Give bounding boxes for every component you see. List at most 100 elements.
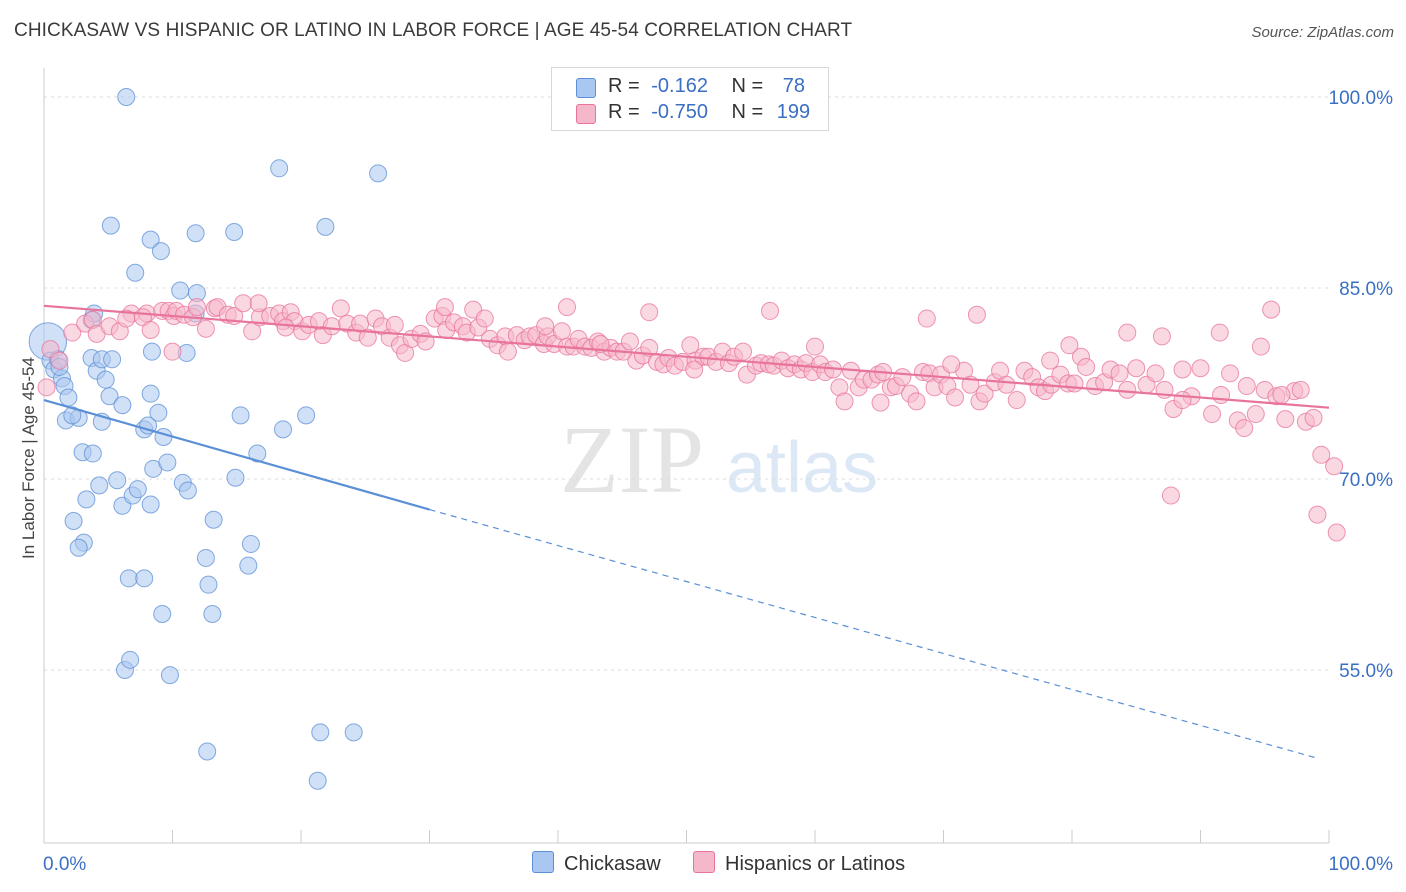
chickasaw-point bbox=[160, 666, 179, 685]
hispanic-point bbox=[1146, 364, 1165, 383]
hispanic-point bbox=[50, 351, 69, 370]
hispanic-point bbox=[640, 303, 659, 322]
legend-swatch-hispanics bbox=[693, 851, 715, 873]
chickasaw-point bbox=[239, 556, 258, 575]
legend-r-label: R = bbox=[608, 75, 640, 97]
chickasaw-point bbox=[344, 723, 363, 742]
hispanic-point bbox=[591, 335, 610, 354]
hispanic-point bbox=[1272, 385, 1291, 404]
hispanic-point bbox=[975, 384, 994, 403]
chickasaw-point bbox=[63, 406, 82, 425]
legend-item-hispanics[interactable]: Hispanics or Latinos bbox=[693, 851, 905, 876]
chickasaw-point bbox=[225, 222, 244, 241]
series-legend: Chickasaw Hispanics or Latinos bbox=[0, 851, 1406, 881]
hispanic-point bbox=[942, 355, 961, 374]
hispanic-point bbox=[385, 315, 404, 334]
legend-swatch-chickasaw bbox=[576, 78, 596, 98]
y-tick-label: 70.0% bbox=[1339, 470, 1393, 491]
legend-swatch-chickasaw bbox=[532, 851, 554, 873]
hispanic-point bbox=[1161, 486, 1180, 505]
chickasaw-point bbox=[149, 403, 168, 422]
chickasaw-point bbox=[64, 512, 83, 531]
hispanic-point bbox=[498, 342, 517, 361]
hispanic-point bbox=[1251, 337, 1270, 356]
hispanic-point bbox=[1246, 405, 1265, 424]
hispanic-point bbox=[761, 301, 780, 320]
hispanic-point bbox=[557, 298, 576, 317]
hispanic-trend-line bbox=[43, 304, 1330, 409]
hispanic-point bbox=[835, 392, 854, 411]
chickasaw-point bbox=[308, 771, 327, 790]
hispanic-point bbox=[1065, 374, 1084, 393]
hispanic-point bbox=[196, 319, 215, 338]
watermark-zip: ZIP bbox=[560, 406, 704, 513]
stats-legend: R = -0.162 N = 78 R = -0.750 N = 199 bbox=[551, 67, 829, 131]
hispanic-point bbox=[249, 294, 268, 313]
scatter-points bbox=[28, 88, 1346, 790]
chickasaw-point bbox=[203, 604, 222, 623]
legend-swatch-hispanics bbox=[576, 104, 596, 124]
legend-item-chickasaw[interactable]: Chickasaw bbox=[532, 851, 661, 876]
legend-label-hispanics: Hispanics or Latinos bbox=[725, 853, 906, 875]
chickasaw-point bbox=[83, 444, 102, 463]
chickasaw-point bbox=[69, 538, 88, 557]
y-tick-label: 85.0% bbox=[1339, 279, 1393, 300]
chickasaw-point bbox=[297, 406, 316, 425]
hispanic-point bbox=[1118, 323, 1137, 342]
chickasaw-point bbox=[151, 242, 170, 261]
y-tick-label: 100.0% bbox=[1329, 88, 1394, 109]
chickasaw-point bbox=[117, 88, 136, 106]
hispanic-point bbox=[917, 309, 936, 328]
chickasaw-point bbox=[311, 723, 330, 742]
hispanic-point bbox=[276, 318, 295, 337]
chickasaw-point bbox=[142, 342, 161, 361]
hispanic-point bbox=[907, 392, 926, 411]
chickasaw-point bbox=[96, 370, 115, 389]
chart-title: CHICKASAW VS HISPANIC OR LATINO IN LABOR… bbox=[14, 20, 853, 41]
hispanic-point bbox=[1276, 410, 1295, 429]
chickasaw-point bbox=[316, 217, 335, 236]
chickasaw-point bbox=[77, 490, 96, 509]
hispanic-point bbox=[1152, 327, 1171, 346]
chickasaw-point bbox=[369, 164, 388, 183]
hispanic-point bbox=[1041, 351, 1060, 370]
hispanic-point bbox=[63, 323, 82, 342]
chickasaw-point bbox=[119, 569, 138, 588]
hispanic-point bbox=[997, 375, 1016, 394]
hispanic-point bbox=[640, 338, 659, 357]
hispanic-point bbox=[1110, 364, 1129, 383]
hispanic-point bbox=[187, 298, 206, 317]
source-label: Source: ZipAtlas.com bbox=[1251, 24, 1394, 41]
hispanic-point bbox=[475, 309, 494, 328]
hispanic-point bbox=[620, 332, 639, 351]
chickasaw-point bbox=[198, 742, 217, 761]
hispanic-point bbox=[893, 368, 912, 387]
chickasaw-point bbox=[178, 481, 197, 500]
hispanic-point bbox=[1210, 323, 1229, 342]
x-tick-label: 100.0% bbox=[1329, 854, 1394, 875]
chickasaw-point bbox=[204, 510, 223, 529]
hispanic-point bbox=[234, 294, 253, 313]
legend-n-label: N = bbox=[731, 101, 764, 123]
hispanic-point bbox=[163, 342, 182, 361]
chickasaw-point bbox=[270, 159, 289, 178]
hispanic-point bbox=[734, 342, 753, 361]
legend-r-value: -0.162 bbox=[651, 75, 708, 97]
hispanic-point bbox=[806, 337, 824, 356]
chickasaw-point bbox=[196, 548, 215, 567]
hispanic-point bbox=[1007, 391, 1026, 410]
axes bbox=[43, 68, 1330, 844]
hispanic-point bbox=[331, 299, 350, 318]
chickasaw-point bbox=[121, 650, 140, 669]
chickasaw-point bbox=[274, 420, 293, 439]
hispanic-point bbox=[1077, 357, 1096, 376]
hispanic-point bbox=[1191, 359, 1210, 378]
chickasaw-trend-line bbox=[43, 398, 430, 511]
chickasaw-point bbox=[199, 575, 218, 594]
chickasaw-point bbox=[141, 230, 160, 249]
hispanic-point bbox=[1060, 336, 1079, 355]
chickasaw-point bbox=[128, 480, 147, 499]
hispanic-point bbox=[1212, 385, 1231, 404]
legend-r-label: R = bbox=[608, 101, 640, 123]
